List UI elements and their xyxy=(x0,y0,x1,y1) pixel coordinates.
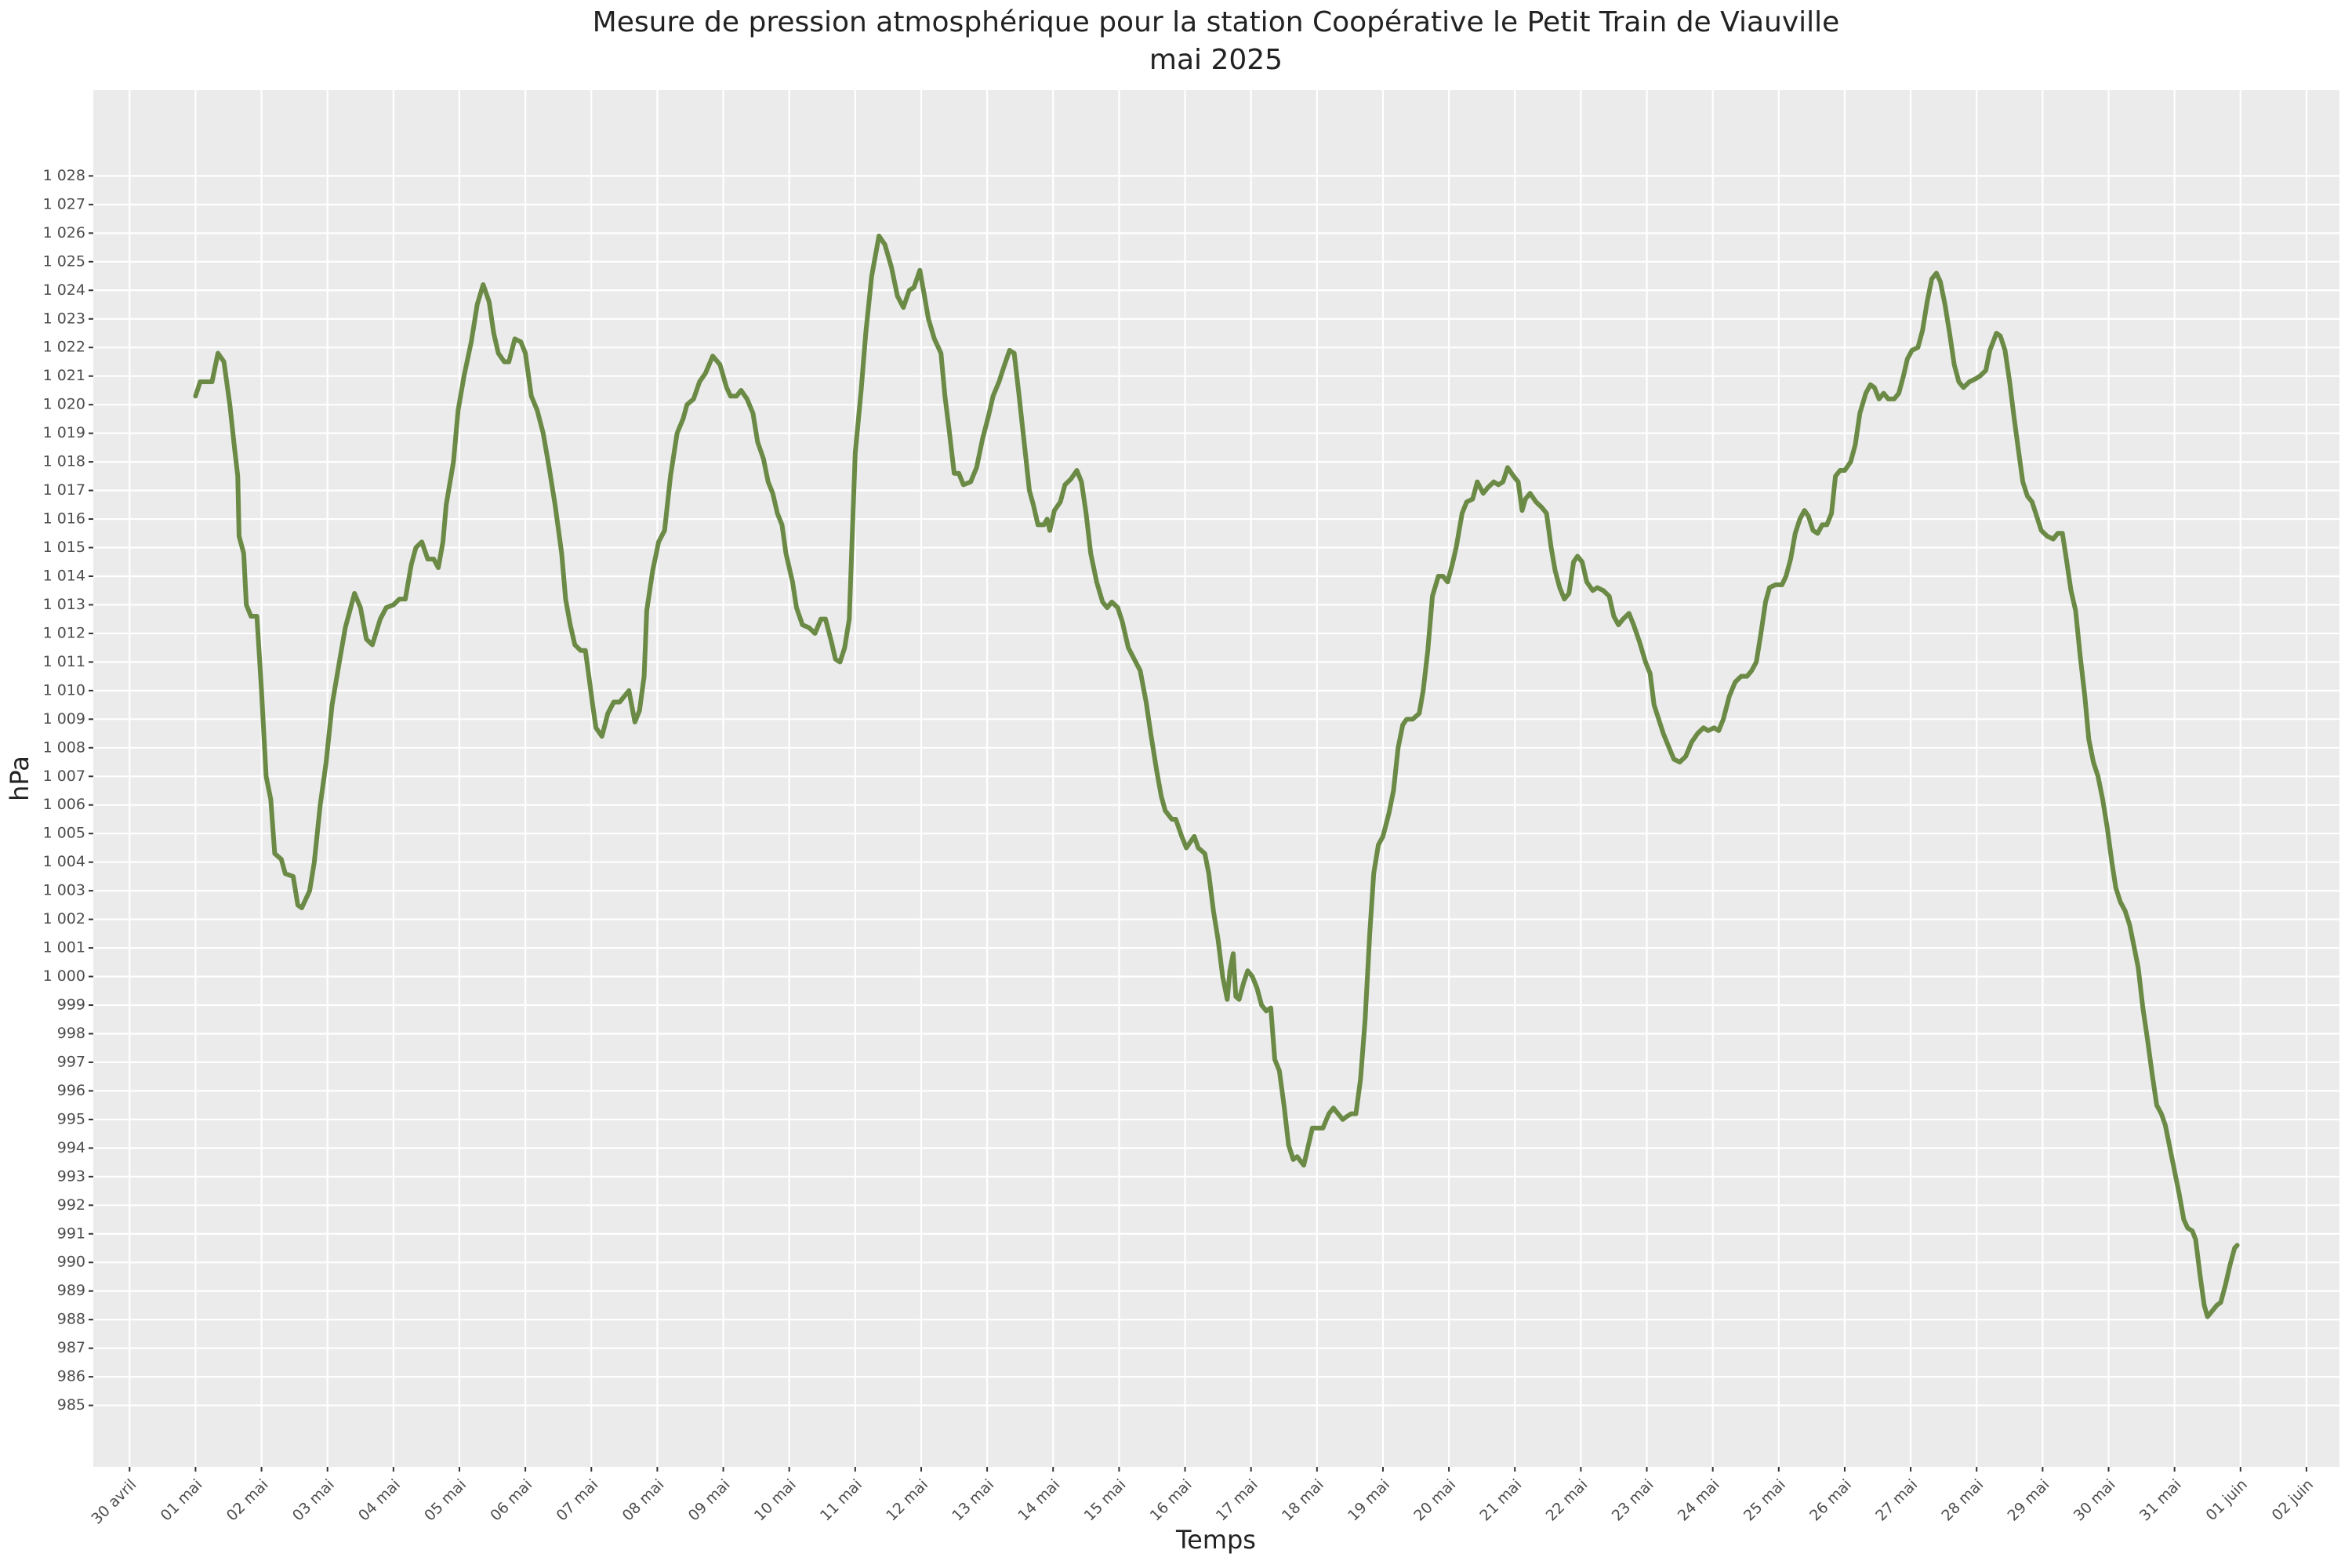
x-tick-label: 02 juin xyxy=(2269,1476,2317,1524)
y-tick-label: 1 005 xyxy=(43,825,85,842)
y-tick-label: 993 xyxy=(57,1167,85,1185)
x-tick-label: 09 mai xyxy=(685,1476,734,1525)
x-tick-label: 20 mai xyxy=(1410,1476,1459,1525)
y-axis-title: hPa xyxy=(5,756,34,801)
x-tick-label: 08 mai xyxy=(619,1476,668,1525)
x-tick-label: 31 mai xyxy=(2136,1476,2185,1525)
x-tick-label: 12 mai xyxy=(883,1476,931,1525)
y-tick-label: 1 000 xyxy=(43,967,85,985)
y-tick-label: 986 xyxy=(57,1368,85,1385)
y-tick-label: 985 xyxy=(57,1396,85,1414)
y-tick-label: 992 xyxy=(57,1196,85,1214)
y-tick-label: 1 028 xyxy=(43,167,85,184)
x-tick-label: 30 avril xyxy=(88,1476,140,1528)
y-tick-label: 1 013 xyxy=(43,596,85,613)
x-tick-label: 07 mai xyxy=(553,1476,601,1525)
x-axis-title: Temps xyxy=(1175,1525,1256,1555)
x-tick-label: 19 mai xyxy=(1345,1476,1393,1525)
x-tick-label: 29 mai xyxy=(2005,1476,2053,1525)
y-tick-label: 999 xyxy=(57,996,85,1014)
x-tick-label: 27 mai xyxy=(1872,1476,1921,1525)
y-tick-label: 1 017 xyxy=(43,481,85,499)
x-tick-label: 01 juin xyxy=(2203,1476,2251,1524)
y-tick-label: 1 002 xyxy=(43,910,85,927)
x-tick-label: 10 mai xyxy=(751,1476,800,1525)
x-tick-label: 24 mai xyxy=(1675,1476,1723,1525)
x-tick-label: 14 mai xyxy=(1014,1476,1063,1525)
plot-panel xyxy=(93,90,2339,1467)
y-tick-label: 990 xyxy=(57,1254,85,1271)
y-tick-label: 1 001 xyxy=(43,939,85,956)
x-tick-label: 01 mai xyxy=(158,1476,206,1525)
y-tick-label: 1 012 xyxy=(43,624,85,641)
y-tick-label: 991 xyxy=(57,1225,85,1242)
y-tick-label: 1 026 xyxy=(43,224,85,241)
x-tick-label: 13 mai xyxy=(949,1476,997,1525)
y-tick-label: 996 xyxy=(57,1082,85,1099)
x-tick-label: 23 mai xyxy=(1609,1476,1657,1525)
x-tick-label: 11 mai xyxy=(817,1476,866,1525)
y-tick-label: 1 014 xyxy=(43,567,85,584)
x-tick-label: 15 mai xyxy=(1081,1476,1130,1525)
x-tick-label: 26 mai xyxy=(1806,1476,1855,1525)
y-tick-label: 1 004 xyxy=(43,853,85,870)
y-tick-label: 988 xyxy=(57,1311,85,1328)
y-tick-label: 1 019 xyxy=(43,424,85,441)
y-tick-label: 987 xyxy=(57,1339,85,1356)
y-tick-label: 1 022 xyxy=(43,339,85,356)
x-tick-label: 30 mai xyxy=(2071,1476,2119,1525)
y-tick-label: 1 023 xyxy=(43,310,85,327)
y-tick-label: 1 020 xyxy=(43,396,85,413)
chart-subtitle: mai 2025 xyxy=(1149,44,1283,76)
chart-title: Mesure de pression atmosphérique pour la… xyxy=(593,6,1840,38)
y-tick-label: 1 021 xyxy=(43,367,85,384)
y-tick-label: 1 024 xyxy=(43,281,85,299)
data-line xyxy=(193,233,2240,1319)
x-tick-label: 25 mai xyxy=(1740,1476,1789,1525)
x-tick-label: 05 mai xyxy=(421,1476,470,1525)
y-tick-label: 997 xyxy=(57,1053,85,1070)
x-tick-label: 06 mai xyxy=(487,1476,535,1525)
y-tick-label: 989 xyxy=(57,1282,85,1299)
x-tick-label: 02 mai xyxy=(223,1476,272,1525)
y-tick-label: 1 011 xyxy=(43,653,85,670)
y-tick-label: 1 018 xyxy=(43,453,85,470)
x-tick-label: 22 mai xyxy=(1543,1476,1592,1525)
y-tick-label: 1 027 xyxy=(43,195,85,212)
y-tick-label: 998 xyxy=(57,1025,85,1042)
y-tick-label: 1 003 xyxy=(43,882,85,899)
y-tick-label: 1 008 xyxy=(43,739,85,756)
x-tick-label: 21 mai xyxy=(1476,1476,1525,1525)
x-tick-label: 28 mai xyxy=(1938,1476,1987,1525)
x-tick-label: 16 mai xyxy=(1147,1476,1196,1525)
y-tick-label: 1 006 xyxy=(43,796,85,813)
y-tick-label: 1 015 xyxy=(43,539,85,556)
y-tick-label: 994 xyxy=(57,1139,85,1156)
y-tick-label: 1 007 xyxy=(43,768,85,785)
y-tick-label: 1 010 xyxy=(43,681,85,699)
y-tick-label: 1 009 xyxy=(43,710,85,728)
y-tick-label: 1 025 xyxy=(43,252,85,270)
x-tick-label: 18 mai xyxy=(1279,1476,1327,1525)
x-tick-label: 04 mai xyxy=(355,1476,404,1525)
x-tick-label: 03 mai xyxy=(289,1476,338,1525)
y-tick-label: 1 016 xyxy=(43,510,85,528)
x-tick-label: 17 mai xyxy=(1213,1476,1261,1525)
y-tick-label: 995 xyxy=(57,1110,85,1127)
